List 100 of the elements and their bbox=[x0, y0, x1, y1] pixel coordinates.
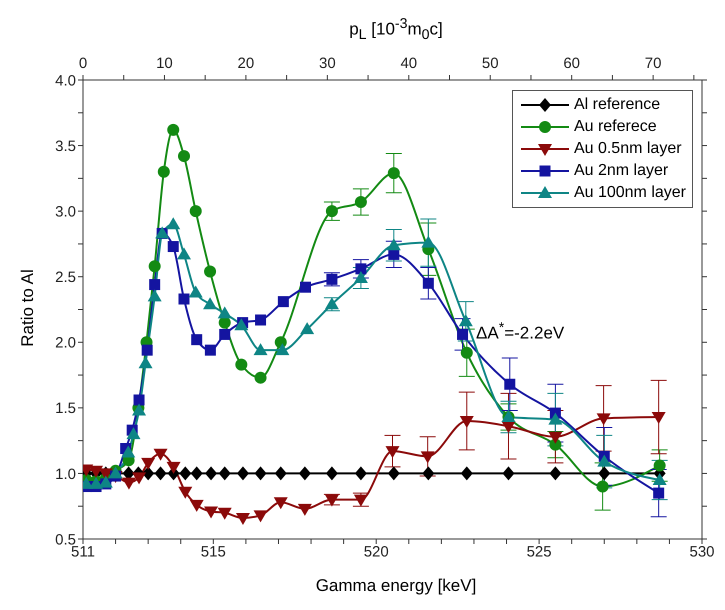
point bbox=[178, 150, 190, 162]
point bbox=[218, 306, 232, 318]
point bbox=[219, 328, 230, 340]
point bbox=[98, 476, 113, 488]
point bbox=[460, 346, 473, 359]
point bbox=[168, 241, 179, 252]
point bbox=[149, 279, 160, 290]
x-tick-label: 530 bbox=[689, 544, 715, 561]
legend-label: Au referece bbox=[574, 118, 657, 136]
point bbox=[354, 271, 368, 284]
point bbox=[326, 466, 338, 480]
x2-tick-label: 70 bbox=[644, 55, 662, 72]
y-tick-label: 3.5 bbox=[55, 138, 76, 155]
point bbox=[190, 205, 202, 218]
point bbox=[154, 448, 168, 461]
point bbox=[354, 466, 367, 480]
point bbox=[278, 296, 289, 308]
point bbox=[388, 466, 400, 480]
point bbox=[298, 466, 311, 480]
x2-tick-label: 40 bbox=[400, 55, 418, 72]
y-tick-label: 2.5 bbox=[55, 269, 76, 286]
point bbox=[596, 480, 609, 493]
annotation: ΔA$^{*}$=-2.2eV bbox=[476, 320, 564, 344]
point bbox=[596, 413, 611, 426]
point bbox=[218, 466, 231, 480]
point bbox=[178, 486, 192, 499]
point bbox=[422, 278, 434, 289]
point bbox=[234, 318, 248, 330]
point bbox=[235, 358, 248, 371]
point bbox=[158, 166, 170, 178]
legend-label: Au 0.5nm layer bbox=[574, 140, 682, 158]
point bbox=[191, 334, 202, 346]
point bbox=[326, 274, 338, 285]
point bbox=[138, 356, 153, 368]
y-tick-label: 1.5 bbox=[55, 400, 76, 418]
point bbox=[236, 513, 250, 526]
point bbox=[460, 466, 473, 480]
point bbox=[355, 263, 366, 274]
point bbox=[203, 297, 218, 310]
point bbox=[254, 372, 267, 384]
point bbox=[386, 238, 401, 250]
point bbox=[597, 454, 612, 467]
point bbox=[141, 458, 156, 470]
point bbox=[504, 378, 516, 390]
y-tick-label: 2.0 bbox=[55, 334, 76, 352]
point bbox=[179, 466, 192, 480]
legend-label: Al reference bbox=[574, 96, 660, 114]
point bbox=[254, 466, 267, 480]
point bbox=[275, 343, 290, 356]
point bbox=[178, 294, 190, 305]
point bbox=[386, 446, 400, 458]
point bbox=[254, 510, 268, 522]
point bbox=[126, 427, 140, 440]
point bbox=[457, 328, 468, 340]
point bbox=[167, 124, 180, 136]
point bbox=[652, 472, 667, 485]
x-tick-label: 511 bbox=[71, 544, 95, 561]
point bbox=[354, 196, 367, 208]
point bbox=[652, 412, 666, 424]
point bbox=[176, 247, 191, 260]
point bbox=[326, 205, 338, 218]
point bbox=[254, 343, 268, 356]
point bbox=[255, 314, 266, 326]
point bbox=[166, 217, 180, 230]
point bbox=[132, 472, 146, 484]
point bbox=[148, 260, 161, 272]
point bbox=[654, 460, 666, 472]
point bbox=[502, 466, 514, 480]
point bbox=[460, 416, 474, 428]
point bbox=[598, 466, 610, 480]
x2-tick-label: 20 bbox=[238, 55, 254, 72]
point bbox=[188, 285, 203, 298]
point bbox=[204, 506, 218, 518]
point bbox=[549, 466, 562, 480]
point bbox=[205, 466, 218, 480]
point bbox=[142, 344, 153, 356]
point bbox=[166, 462, 181, 474]
point bbox=[89, 466, 104, 478]
x2-tick-label: 10 bbox=[156, 55, 173, 72]
point bbox=[190, 500, 204, 512]
point bbox=[298, 504, 312, 516]
point bbox=[388, 167, 400, 180]
x-tick-label: 520 bbox=[364, 544, 389, 561]
point bbox=[274, 466, 287, 480]
point bbox=[204, 265, 216, 278]
point bbox=[148, 289, 162, 302]
point bbox=[300, 282, 312, 293]
point bbox=[154, 466, 167, 480]
point bbox=[218, 508, 232, 520]
point bbox=[548, 432, 562, 444]
x-tick-label: 525 bbox=[526, 544, 552, 561]
legend-label: Au 2nm layer bbox=[574, 162, 668, 180]
y-tick-label: 1.0 bbox=[55, 466, 76, 483]
x2-tick-label: 0 bbox=[78, 55, 88, 72]
point bbox=[300, 322, 314, 334]
x2-tick-label: 50 bbox=[482, 55, 499, 72]
point bbox=[421, 236, 436, 248]
point bbox=[422, 466, 434, 480]
legend-label: Au 100nm layer bbox=[574, 184, 686, 202]
x2-axis-title: p$_{L}$ [10$^{-3}$m$_{0}$c] bbox=[348, 16, 444, 44]
